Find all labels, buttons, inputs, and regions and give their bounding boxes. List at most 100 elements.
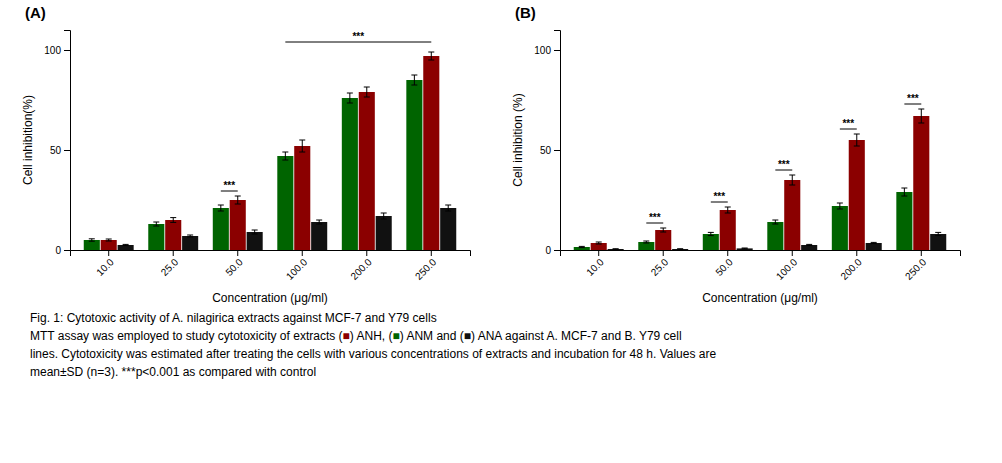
caption-line: lines. Cytotoxicity was estimated after …: [30, 347, 716, 361]
y-axis: 0 50 100: [44, 31, 70, 256]
x-tick: 100.0: [284, 250, 310, 282]
y-axis: 050100: [534, 31, 560, 256]
y-axis-title: Cell inhibition (%): [511, 93, 525, 186]
x-tick-label: 25.0: [649, 256, 671, 278]
error-bar: [428, 52, 434, 60]
y-tick-label: 0: [55, 245, 61, 256]
error-bar: [918, 109, 924, 123]
error-bar: [170, 218, 176, 223]
y-axis-line: [64, 31, 71, 251]
y-tick-label: 50: [50, 145, 62, 156]
error-bar: [643, 241, 649, 243]
caption-text: extracts against MCF-7 and Y79 cells: [234, 311, 437, 325]
x-tick-label: 250.0: [413, 256, 439, 282]
error-bar: [252, 230, 258, 234]
x-tick-mark: [598, 250, 599, 256]
panel-title: (A): [25, 4, 46, 21]
caption-line: MTT assay was employed to study cytotoxi…: [30, 329, 682, 343]
x-axis-line: [71, 251, 471, 257]
x-tick-mark: [792, 250, 793, 256]
error-bar: [708, 232, 714, 235]
x-tick-mark: [173, 250, 174, 256]
series: [84, 75, 423, 250]
caption-text: ) ANA against A. MCF-7 and B. Y79 cell: [471, 329, 682, 343]
x-tick-label: 10.0: [94, 256, 116, 278]
x-tick-mark: [431, 250, 432, 256]
error-bar: [411, 75, 417, 85]
error-bar: [935, 232, 941, 235]
x-tick-mark: [856, 250, 857, 256]
error-bar: [854, 134, 860, 146]
bar: [277, 156, 293, 250]
x-tick-mark: [108, 250, 109, 256]
error-bar: [677, 248, 683, 249]
error-bar: [364, 87, 370, 97]
bar: [440, 208, 456, 250]
error-bar: [613, 248, 619, 249]
series: [118, 205, 457, 250]
y-tick: 0: [55, 245, 70, 256]
x-tick-label: 100.0: [284, 256, 310, 282]
error-bar: [89, 239, 95, 241]
bar: [849, 140, 865, 250]
x-tick: 10.0: [584, 250, 606, 278]
error-bar: [725, 207, 731, 213]
x-tick-mark: [921, 250, 922, 256]
caption-swatch: ■: [343, 329, 350, 343]
error-bar: [347, 93, 353, 103]
x-tick: 200.0: [348, 250, 374, 282]
bar: [608, 249, 624, 250]
bar: [866, 243, 882, 250]
bar: [672, 249, 688, 250]
error-bar: [316, 220, 322, 224]
error-bar: [806, 244, 812, 245]
series: [608, 232, 947, 250]
series: [101, 52, 440, 250]
error-bar: [123, 244, 129, 245]
y-tick-label: 100: [534, 45, 551, 56]
error-bar: [187, 235, 193, 237]
error-bar: [596, 242, 602, 244]
caption-swatch: ■: [392, 329, 399, 343]
x-tick-label: 250.0: [903, 256, 929, 282]
series: [591, 109, 930, 250]
x-tick-label: 10.0: [584, 256, 606, 278]
x-tick: 100.0: [774, 250, 800, 282]
y-tick-label: 100: [44, 45, 61, 56]
significance-label: ***: [223, 180, 235, 191]
x-tick-label: 50.0: [713, 256, 735, 278]
error-bar: [789, 175, 795, 185]
bar: [720, 210, 736, 250]
x-axis-line: [561, 251, 961, 257]
bar: [230, 200, 246, 250]
error-bar: [106, 239, 112, 241]
x-tick: 25.0: [159, 250, 181, 278]
x-tick: 50.0: [223, 250, 245, 278]
caption-line: Fig. 1: Cytotoxic activity of A. nilagir…: [30, 311, 437, 325]
x-tick-label: 200.0: [348, 256, 374, 282]
bar: [930, 234, 946, 250]
significance-label: ***: [842, 118, 854, 129]
y-tick-mark: [64, 50, 70, 51]
caption: Fig. 1: Cytotoxic activity of A. nilagir…: [30, 311, 716, 379]
caption-text: A. nilagirica: [172, 311, 234, 325]
x-tick: 200.0: [838, 250, 864, 282]
error-bar: [772, 220, 778, 224]
error-bar: [153, 222, 159, 226]
bar: [376, 216, 392, 250]
error-bar: [742, 248, 748, 250]
x-tick-mark: [727, 250, 728, 256]
significance-label: ***: [778, 159, 790, 170]
bar: [182, 236, 198, 250]
x-axis: 10.0 25.0 50.0 100.0 200.0 250.0: [561, 250, 961, 282]
x-axis: 10.0 25.0 50.0 100.0 200.0 250.0: [71, 250, 471, 282]
bar: [311, 222, 327, 250]
error-bar: [299, 140, 305, 152]
bar: [165, 220, 181, 250]
bar: [342, 98, 358, 250]
bar: [784, 180, 800, 250]
bar: [213, 208, 229, 250]
error-bar: [871, 242, 877, 243]
y-axis-title: Cell inhibition(%): [21, 95, 35, 185]
x-tick: 10.0: [94, 250, 116, 278]
